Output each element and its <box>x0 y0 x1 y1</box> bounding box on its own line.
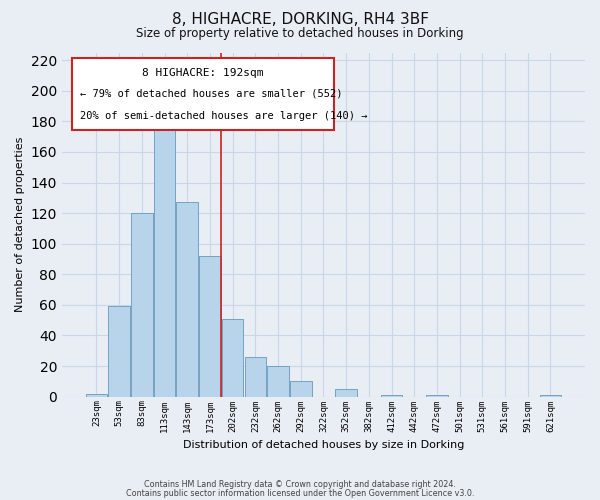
Bar <box>290 382 311 396</box>
Text: 8 HIGHACRE: 192sqm: 8 HIGHACRE: 192sqm <box>142 68 264 78</box>
Bar <box>381 395 403 396</box>
Y-axis label: Number of detached properties: Number of detached properties <box>15 137 25 312</box>
Bar <box>245 357 266 397</box>
Text: Contains public sector information licensed under the Open Government Licence v3: Contains public sector information licen… <box>126 488 474 498</box>
Bar <box>335 389 357 396</box>
Text: Contains HM Land Registry data © Crown copyright and database right 2024.: Contains HM Land Registry data © Crown c… <box>144 480 456 489</box>
Text: 8, HIGHACRE, DORKING, RH4 3BF: 8, HIGHACRE, DORKING, RH4 3BF <box>172 12 428 28</box>
Bar <box>154 122 175 396</box>
Bar <box>86 394 107 396</box>
Bar <box>539 395 561 396</box>
Bar <box>222 318 244 396</box>
Text: 20% of semi-detached houses are larger (140) →: 20% of semi-detached houses are larger (… <box>80 111 368 121</box>
Bar <box>176 202 198 396</box>
Text: Size of property relative to detached houses in Dorking: Size of property relative to detached ho… <box>136 28 464 40</box>
Text: ← 79% of detached houses are smaller (552): ← 79% of detached houses are smaller (55… <box>80 88 343 99</box>
X-axis label: Distribution of detached houses by size in Dorking: Distribution of detached houses by size … <box>183 440 464 450</box>
Bar <box>199 256 221 396</box>
Bar <box>426 395 448 396</box>
FancyBboxPatch shape <box>73 58 334 130</box>
Bar <box>267 366 289 396</box>
Bar <box>109 306 130 396</box>
Bar <box>131 213 152 396</box>
